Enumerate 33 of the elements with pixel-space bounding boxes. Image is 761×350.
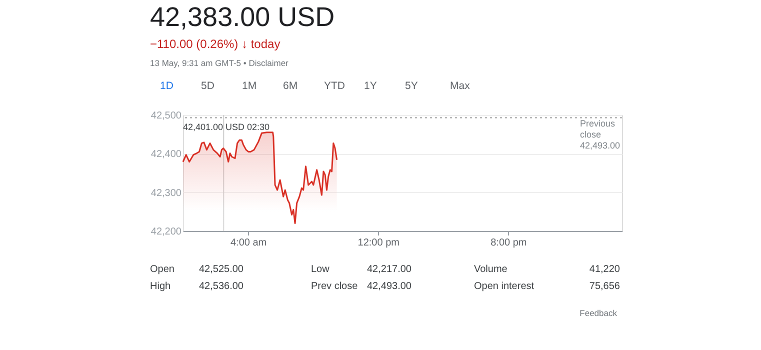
y-tick-label: 42,400 bbox=[150, 149, 182, 160]
x-tick-label: 12:00 pm bbox=[358, 238, 400, 248]
y-tick-label: 42,500 bbox=[150, 110, 182, 122]
text: 1Y bbox=[364, 80, 377, 92]
text: 5D bbox=[201, 80, 215, 92]
text: 41,220 bbox=[589, 264, 620, 275]
text: 5Y bbox=[405, 80, 418, 92]
x-tick-label: 4:00 am bbox=[230, 238, 267, 248]
y-tick-label: 42,300 bbox=[150, 188, 182, 199]
text: Open interest bbox=[474, 281, 534, 292]
ref-line-label: Previous close 42,493.00 bbox=[580, 118, 620, 151]
text: Feedback bbox=[580, 308, 618, 318]
chart-title: 42,383.00 USD bbox=[150, 2, 335, 32]
text: Volume bbox=[474, 264, 508, 275]
x-tick-label: 8:00 pm bbox=[490, 238, 527, 248]
text: YTD bbox=[324, 80, 346, 92]
text: High bbox=[150, 281, 171, 292]
chart-subtitle: −110.00 (0.26%) ↓ today bbox=[150, 37, 280, 51]
text: Open bbox=[150, 264, 174, 275]
text: 75,656 bbox=[589, 281, 620, 292]
text: 6M bbox=[283, 80, 298, 92]
text: 42,493.00 bbox=[367, 281, 412, 292]
text: 1M bbox=[242, 80, 257, 92]
text: 42,217.00 bbox=[367, 264, 412, 275]
text: 1D bbox=[160, 80, 174, 92]
text: 13 May, 9:31 am GMT-5 • Disclaimer bbox=[150, 58, 289, 68]
text: 42,525.00 bbox=[199, 264, 244, 275]
text: Prev close bbox=[311, 281, 358, 292]
y-tick-label: 42,200 bbox=[150, 226, 182, 238]
annotation: 42,401.00 USD 02:30 bbox=[183, 122, 270, 132]
text: Low bbox=[311, 264, 330, 275]
text: 42,536.00 bbox=[199, 281, 244, 292]
text: Max bbox=[450, 80, 471, 92]
